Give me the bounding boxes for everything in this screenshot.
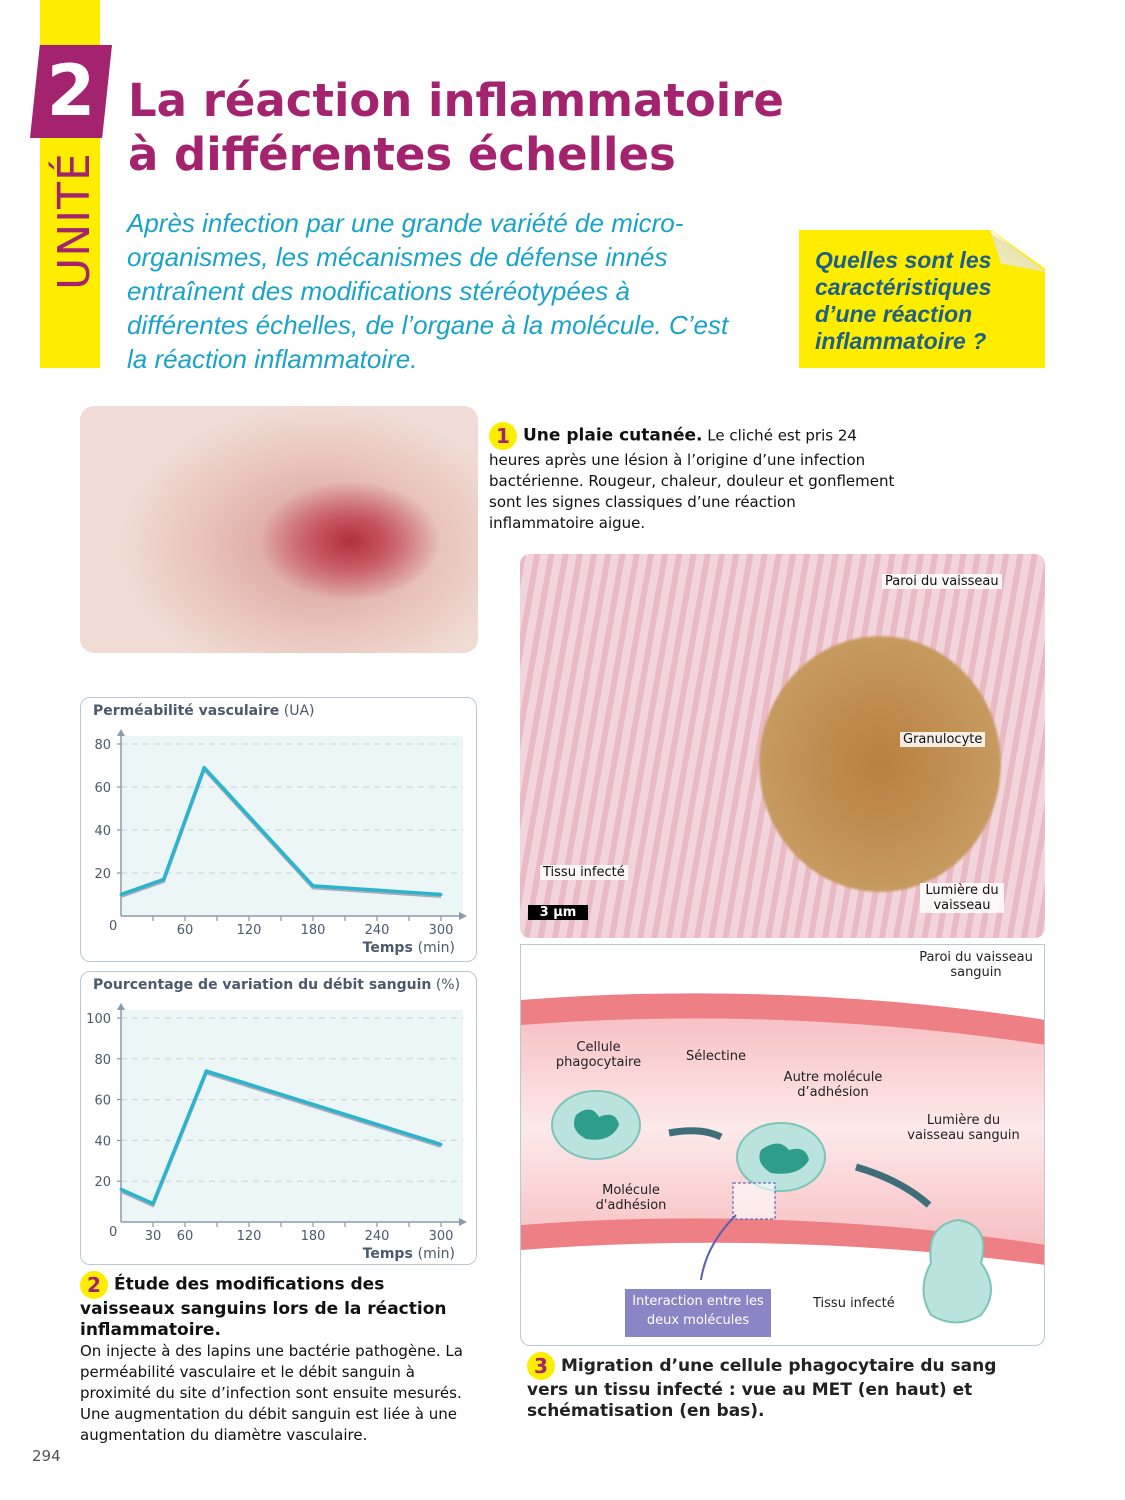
x-tick-label: 300 [429,923,454,938]
data-point [151,1202,155,1206]
doc1-text: Le cliché est pris 24 heures après une l… [489,426,895,533]
vessel-wall-top [521,993,1044,1045]
x-tick-label: 60 [177,1229,194,1244]
label-infected-tissue: Tissu infecté [813,1296,895,1311]
x-axis-label: Temps (min) [363,940,455,956]
y-tick-label: 80 [94,738,111,753]
intro-text: Après infection par une grande variété d… [127,208,729,374]
label-lumen: Lumière du vaisseau [920,883,1004,913]
x-tick-label: 300 [429,1229,454,1244]
data-point [202,766,206,770]
y-axis-arrow [117,1003,125,1010]
data-point [439,893,443,896]
unit-number: 2 [30,45,112,138]
y-tick-label: 20 [94,867,111,882]
data-point [119,893,123,896]
data-point [439,1142,443,1146]
chart-title: Perméabilité vasculaire (UA) [93,703,315,719]
migrating-cell [922,1218,992,1324]
y-tick-label: 100 [86,1012,111,1027]
doc-number: 3 [527,1352,555,1380]
arrow-2 [855,1163,932,1208]
x-tick-label: 60 [177,923,194,938]
chart-plot: 20 40 60 80 60 120 180 240 300 0 Temps (min) [94,729,467,956]
doc-number: 1 [489,422,517,450]
doc2-text: On injecte à des lapins une bactérie pat… [80,1342,463,1444]
doc-number: 2 [80,1271,108,1299]
label-selectin: Sélectine [686,1049,746,1064]
label-granulocyte: Granulocyte [900,732,986,747]
label-tissue: Tissu infecté [540,865,628,880]
title-line-1: La réaction inflammatoire [128,74,784,127]
y-tick-label: 80 [94,1053,111,1068]
diagram-drawing [521,993,1044,1337]
doc3-title: Migration d’une cellule phagocytaire du … [527,1356,997,1421]
x-tick-label: 120 [237,1229,262,1244]
doc3-caption: 3 Migration d’une cellule phagocytaire du… [527,1352,1027,1422]
wound-photo [80,406,478,653]
question-text: Quelles sont les caractéristiques d’une … [815,247,992,354]
vessel-wall-bottom [521,1218,1044,1265]
unit-label: UNITÉ [49,152,100,290]
label-phagocyte: Cellule phagocytaire [555,1040,642,1070]
x-tick-label: 240 [365,923,390,938]
y-tick-label: 60 [94,1094,111,1109]
x-tick-label: 240 [365,1229,390,1244]
chart-blood-flow: Pourcentage de variation du débit sangui… [80,971,477,1265]
label-wall: Paroi du vaisseau [882,574,1002,589]
origin-label: 0 [109,1225,117,1240]
plot-background [121,1010,463,1222]
label-other-molecule: Autre molécule d’adhésion [783,1070,883,1100]
scale-bar: 3 µm [528,905,588,920]
page-number: 294 [32,1447,61,1465]
y-tick-label: 40 [94,1134,111,1149]
x-tick-label: 120 [237,923,262,938]
x-tick-label: 180 [301,1229,326,1244]
x-tick-label: 30 [145,1229,162,1244]
origin-label: 0 [109,919,117,934]
data-point [204,1069,208,1073]
doc1-caption: 1 Une plaie cutanée. Le cliché est pris 2… [489,422,899,534]
label-interaction: Interaction entre les deux molécules [632,1294,764,1328]
doc1-title: Une plaie cutanée. [523,425,703,446]
arrow-1 [668,1127,723,1141]
migration-diagram: Paroi du vaisseau sanguin Cellule phagoc… [520,944,1045,1346]
y-tick-label: 20 [94,1175,111,1190]
y-tick-label: 60 [94,781,111,796]
label-vessel-wall: Paroi du vaisseau sanguin [919,950,1033,980]
chart-permeability: Perméabilité vasculaire (UA) 20 40 60 80 60 1… [80,697,477,962]
y-tick-label: 40 [94,824,111,839]
interaction-zone [732,1182,776,1220]
x-axis-label: Temps (min) [363,1246,455,1262]
plot-background [121,736,463,916]
series-line [120,1069,442,1206]
interaction-box [625,1289,771,1337]
data-point [311,884,315,888]
y-axis-arrow [117,729,125,736]
pointer-arrow [700,1214,737,1281]
x-axis-arrow [459,912,467,920]
met-micrograph: Paroi du vaisseau Granulocyte Tissu infe… [520,554,1045,938]
data-point [119,1187,123,1191]
data-point [162,877,166,881]
page-title: La réaction inflammatoire à différentes é… [128,74,784,182]
chart-title: Pourcentage de variation du débit sangui… [93,977,461,993]
chart-plot: 20 40 60 80 100 30 60 120 180 240 300 0 Temps (min) [86,1003,467,1262]
x-axis-arrow [459,1218,467,1226]
title-line-2: à différentes échelles [128,128,676,181]
x-tick-label: 180 [301,923,326,938]
doc2-caption: 2 Étude des modifications des vaisseaux s… [80,1271,480,1446]
label-adhesion-molecule: Molécule d'adhésion [595,1183,667,1213]
label-lumen: Lumière du vaisseau sanguin [907,1113,1020,1143]
doc2-title: Étude des modifications des vaisseaux sa… [80,1274,447,1341]
